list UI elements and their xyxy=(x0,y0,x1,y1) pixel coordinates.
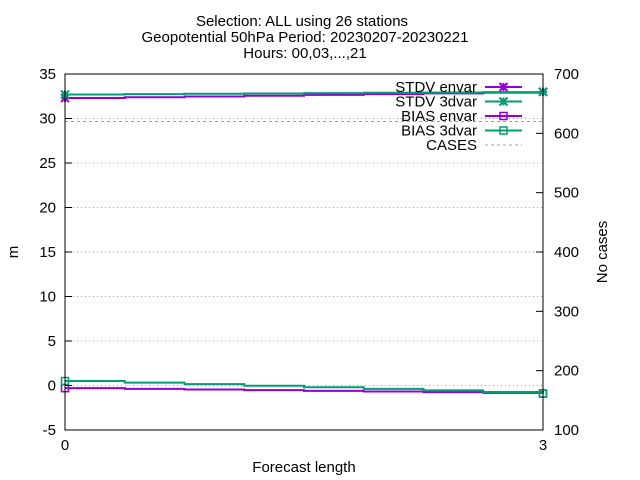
legend-label-4: CASES xyxy=(426,137,477,154)
legend-label-1: STDV 3dvar xyxy=(395,94,477,111)
legend-marker-0 xyxy=(498,82,509,92)
title-line-2: Geopotential 50hPa Period: 20230207-2023… xyxy=(142,29,469,46)
y-tick-label-3: 10 xyxy=(39,289,56,306)
y-tick-label-4: 15 xyxy=(39,244,56,261)
y2-tick-label-2: 300 xyxy=(554,303,579,320)
y-tick-label-8: 35 xyxy=(39,66,56,83)
x-tick-label-0: 0 xyxy=(61,437,69,454)
legend-marker-2 xyxy=(499,111,508,121)
y-axis-label: m xyxy=(5,246,22,259)
legend-label-3: BIAS 3dvar xyxy=(401,123,477,140)
y-tick-label-5: 20 xyxy=(39,200,56,217)
y2-tick-label-3: 400 xyxy=(554,244,579,261)
axis-ticks: -5 0 5 10 15 20 25 30 35 100 200 300 400 500 600 700 0 3 xyxy=(39,66,579,454)
y2-tick-label-4: 500 xyxy=(554,185,579,202)
x-tick-label-1: 3 xyxy=(539,437,547,454)
y-tick-label-2: 5 xyxy=(48,333,56,350)
title-line-3: Hours: 00,03,...,21 xyxy=(243,45,366,62)
y-tick-label-7: 30 xyxy=(39,111,56,128)
y-tick-label-0: -5 xyxy=(43,422,56,439)
y2-tick-label-1: 200 xyxy=(554,363,579,380)
chart-title: Selection: ALL using 26 stations Geopote… xyxy=(142,13,469,62)
y2-tick-label-0: 100 xyxy=(554,422,579,439)
y-tick-label-1: 0 xyxy=(48,378,56,395)
y-tick-label-6: 25 xyxy=(39,155,56,172)
legend-marker-1 xyxy=(498,96,509,107)
grid xyxy=(65,118,543,386)
legend-marker-3 xyxy=(499,126,508,135)
title-line-1: Selection: ALL using 26 stations xyxy=(196,13,408,30)
y2-tick-label-6: 700 xyxy=(554,66,579,83)
series-line-1 xyxy=(65,91,544,96)
x-axis-label: Forecast length xyxy=(252,459,355,476)
series-line-3 xyxy=(65,380,544,394)
legend-label-2: BIAS envar xyxy=(401,108,477,125)
legend-label-0: STDV envar xyxy=(395,79,477,96)
y2-tick-label-5: 600 xyxy=(554,125,579,142)
y2-axis-label: No cases xyxy=(594,221,611,284)
